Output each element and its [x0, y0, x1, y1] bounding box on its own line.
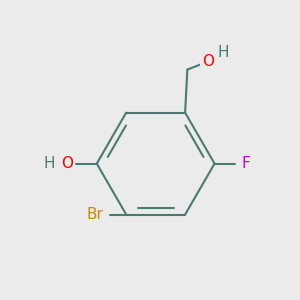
- Text: O: O: [61, 156, 73, 171]
- Text: F: F: [242, 156, 250, 171]
- Text: H: H: [44, 156, 55, 171]
- Text: Br: Br: [86, 207, 103, 222]
- Text: H: H: [218, 45, 230, 60]
- Text: O: O: [202, 54, 214, 69]
